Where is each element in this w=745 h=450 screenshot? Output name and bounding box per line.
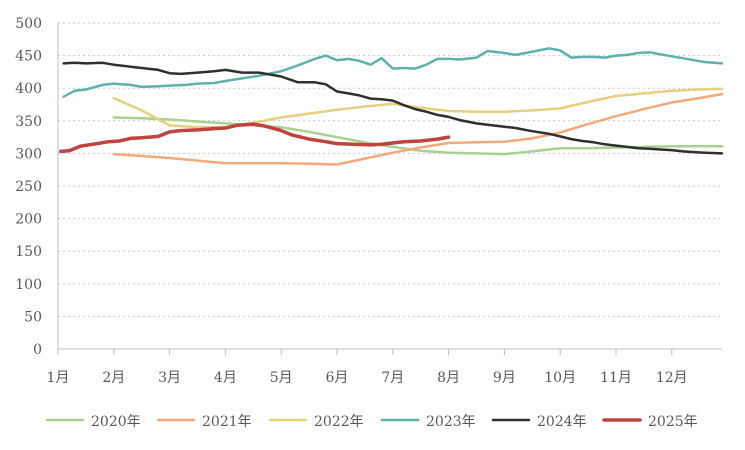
- x-tick-label: 1月: [47, 370, 70, 386]
- y-tick-label: 150: [15, 244, 42, 260]
- y-tick-label: 400: [15, 81, 42, 97]
- legend-label: 2023年: [426, 414, 476, 430]
- x-tick-label: 11月: [600, 370, 632, 386]
- series-line-6: [59, 122, 451, 154]
- x-tick-label: 2月: [102, 370, 125, 386]
- x-tick-label: 6月: [326, 370, 349, 386]
- gridlines: [58, 22, 722, 317]
- y-tick-label: 100: [15, 277, 42, 293]
- legend-label: 2020年: [91, 414, 141, 430]
- series-line-4: [62, 47, 724, 98]
- legend-label: 2022年: [314, 414, 364, 430]
- y-tick-label: 200: [15, 212, 42, 228]
- y-tick-label: 50: [24, 309, 42, 325]
- legend-label: 2025年: [648, 414, 698, 430]
- y-tick-label: 250: [15, 179, 42, 195]
- x-tick-label: 9月: [493, 370, 516, 386]
- legend: 2020年 2021年 2022年 2023年 2024年 2025年: [45, 414, 698, 430]
- y-tick-label: 300: [15, 146, 42, 162]
- legend-label: 2021年: [202, 414, 252, 430]
- x-tick-label: 12月: [656, 370, 688, 386]
- x-tick-label: 3月: [158, 370, 181, 386]
- x-tick-label: 5月: [270, 370, 293, 386]
- x-tick-label: 4月: [214, 370, 237, 386]
- x-tick-label: 8月: [437, 370, 460, 386]
- y-tick-label: 450: [15, 49, 42, 65]
- series-line-2: [112, 92, 724, 166]
- axes: 0 50 100 150 200 250 300 350 400 450 500 1月 2月 3月 4月 5月…: [15, 16, 722, 386]
- x-tick-label: 10月: [544, 370, 576, 386]
- series-line-5: [62, 61, 724, 155]
- x-tick-label: 7月: [381, 370, 404, 386]
- y-tick-label: 0: [33, 342, 42, 358]
- series-lines: [59, 47, 724, 166]
- y-tick-label: 350: [15, 114, 42, 130]
- y-tick-label: 500: [15, 16, 42, 32]
- legend-label: 2024年: [537, 414, 587, 430]
